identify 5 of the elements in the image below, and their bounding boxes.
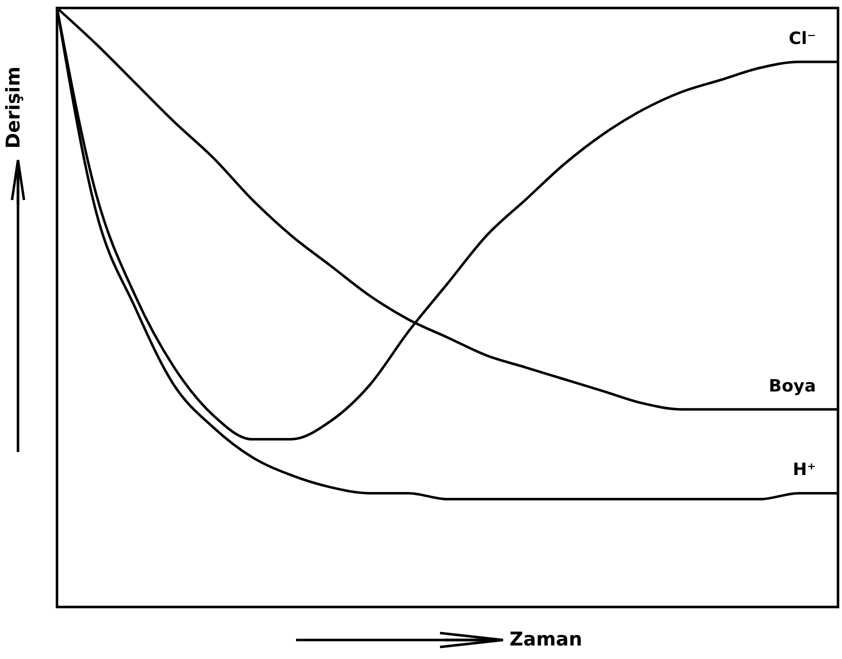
y-axis-title: Derişim: [2, 66, 24, 149]
series-label: H⁺: [792, 460, 816, 480]
series-label: Cl⁻: [788, 28, 816, 49]
series-label: Boya: [768, 376, 816, 396]
x-axis-title: Zaman: [510, 628, 582, 650]
